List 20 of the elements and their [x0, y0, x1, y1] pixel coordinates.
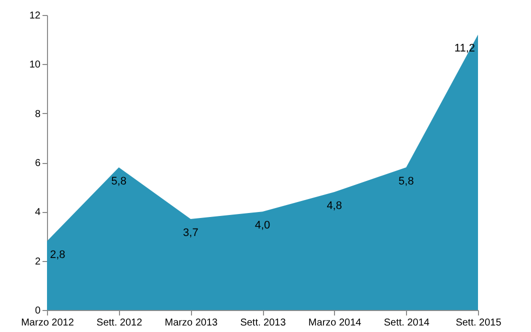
y-tick-label: 2 [34, 256, 41, 268]
x-tick-label: Marzo 2012 [21, 318, 74, 328]
x-tick-label: Sett. 2012 [96, 318, 143, 328]
y-tick-label: 6 [34, 158, 41, 169]
data-label: 4,0 [254, 220, 270, 232]
x-tick-label: Sett. 2014 [384, 318, 430, 328]
data-label: 4,8 [326, 200, 342, 212]
x-tick-label: Marzo 2014 [308, 318, 362, 328]
x-tick-label: Marzo 2013 [164, 318, 218, 328]
data-label: 5,8 [111, 175, 126, 188]
y-tick-label: 8 [34, 108, 41, 120]
data-label: 5,8 [398, 175, 414, 188]
y-tick-label: 4 [34, 207, 41, 218]
y-tick-label: 10 [29, 60, 41, 71]
y-tick-label: 12 [29, 10, 41, 22]
data-label: 2,8 [50, 249, 66, 262]
y-tick-label: 0 [34, 306, 41, 316]
x-tick-label: Sett. 2013 [240, 318, 286, 328]
data-label: 3,7 [183, 227, 198, 240]
x-tick-label: Sett. 2015 [456, 318, 502, 328]
